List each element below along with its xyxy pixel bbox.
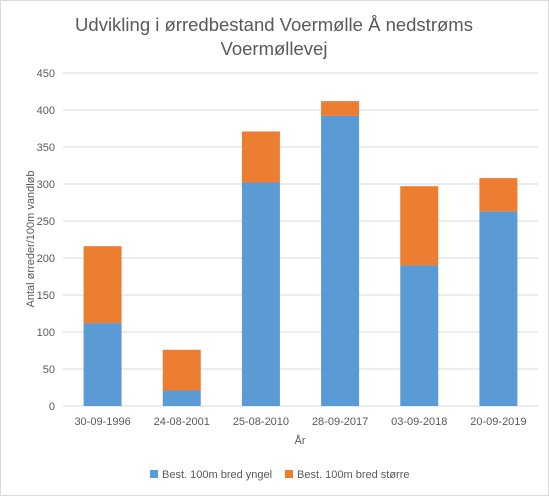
bar-stoerre-2 xyxy=(162,349,201,391)
y-tick-label: 400 xyxy=(37,105,55,117)
chart-title-line-2: Voermøllevej xyxy=(221,38,328,59)
bar-yngel-4 xyxy=(321,115,360,407)
y-tick-label: 450 xyxy=(37,68,55,80)
y-tick-label: 300 xyxy=(37,179,55,191)
y-tick-label: 350 xyxy=(37,142,55,154)
y-tick-label: 150 xyxy=(37,290,55,302)
y-tick-label: 100 xyxy=(37,327,55,339)
bar-yngel-3 xyxy=(241,182,280,406)
x-axis-ticks: 30-09-1996 24-08-2001 25-08-2010 28-09-2017… xyxy=(74,416,526,428)
gridlines xyxy=(63,72,538,407)
x-axis-title: År xyxy=(295,434,306,447)
y-axis-ticks: 0 50 100 150 200 250 300 350 400 450 xyxy=(37,68,55,413)
y-axis-title: Antal ørreder/100m vandløb xyxy=(25,171,37,308)
x-tick-label: 30-09-1996 xyxy=(74,416,130,428)
legend-swatch-2 xyxy=(285,470,293,478)
bar-stoerre-1 xyxy=(83,246,122,324)
x-tick-label: 03-09-2018 xyxy=(391,416,447,428)
legend-label-1: Best. 100m bred yngel xyxy=(162,469,272,481)
bar-stoerre-6 xyxy=(479,178,518,212)
x-tick-label: 28-09-2017 xyxy=(312,416,368,428)
legend-swatch-1 xyxy=(150,470,158,478)
bar-yngel-5 xyxy=(400,265,439,406)
bar-yngel-2 xyxy=(162,390,201,406)
bar-stoerre-5 xyxy=(400,186,439,266)
legend-label-2: Best. 100m bred større xyxy=(297,469,410,481)
y-tick-label: 250 xyxy=(37,216,55,228)
x-tick-label: 24-08-2001 xyxy=(154,416,210,428)
bars xyxy=(83,101,518,407)
bar-stoerre-4 xyxy=(321,101,360,116)
x-tick-label: 25-08-2010 xyxy=(233,416,289,428)
bar-stoerre-3 xyxy=(241,131,280,183)
x-tick-label: 20-09-2019 xyxy=(470,416,526,428)
legend: Best. 100m bred yngel Best. 100m bred stø… xyxy=(150,469,410,481)
y-tick-label: 200 xyxy=(37,253,55,265)
y-tick-label: 0 xyxy=(49,401,55,413)
bar-yngel-1 xyxy=(83,323,122,406)
chart-title-line-1: Udvikling i ørredbestand Voermølle Å ned… xyxy=(75,14,473,35)
bar-yngel-6 xyxy=(479,211,518,406)
y-tick-label: 50 xyxy=(43,364,55,376)
